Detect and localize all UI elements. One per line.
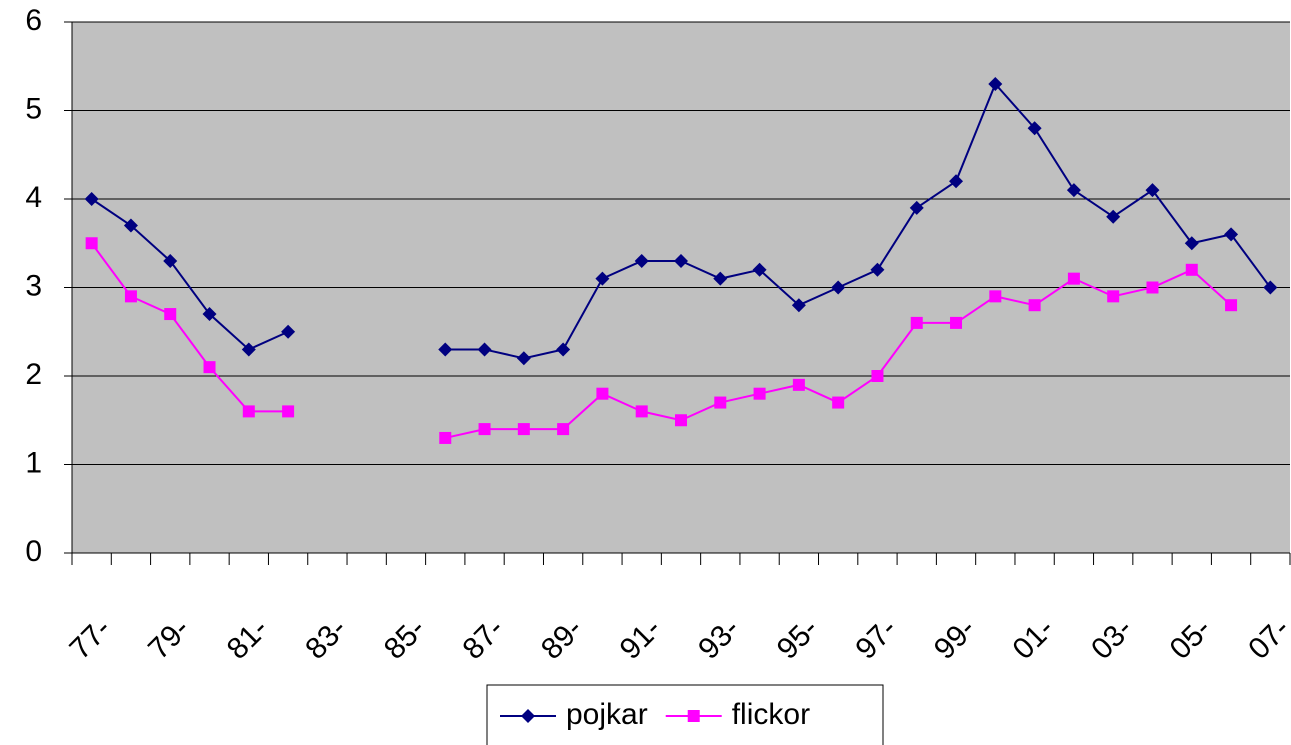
legend: pojkar flickor <box>486 684 884 745</box>
legend-label: flickor <box>732 698 810 731</box>
x-tick-label: 93- <box>692 612 746 666</box>
x-tick-label: 99- <box>928 612 982 666</box>
marker <box>596 387 609 400</box>
y-tick-label: 1 <box>25 446 42 479</box>
marker <box>989 290 1002 303</box>
marker <box>203 361 216 374</box>
marker <box>675 414 687 427</box>
x-tick-label: 79- <box>142 612 196 666</box>
marker <box>281 324 296 339</box>
marker <box>870 262 885 277</box>
marker <box>1185 263 1198 276</box>
marker <box>1027 121 1042 136</box>
marker <box>85 237 98 250</box>
x-tick-label: 01- <box>1006 612 1060 666</box>
x-tick-label: 07- <box>1242 612 1291 666</box>
x-tick-label: 89- <box>535 612 589 666</box>
marker <box>123 218 138 233</box>
x-tick-label: 83- <box>299 612 353 666</box>
x-tick-label: 87- <box>456 612 510 666</box>
marker <box>516 351 531 366</box>
y-tick-label: 5 <box>25 92 42 125</box>
marker <box>556 342 571 357</box>
marker <box>478 423 491 436</box>
marker <box>988 76 1003 91</box>
marker <box>674 253 688 268</box>
marker <box>910 316 923 329</box>
marker <box>687 710 700 722</box>
legend-label: pojkar <box>566 698 648 731</box>
x-tick-label: 81- <box>221 612 275 666</box>
marker <box>634 253 649 268</box>
marker <box>124 290 137 303</box>
marker <box>909 200 924 215</box>
marker <box>1263 280 1278 295</box>
marker <box>714 396 727 409</box>
y-tick-label: 2 <box>25 358 42 391</box>
x-tick-label: 03- <box>1085 612 1139 666</box>
x-tick-label: 85- <box>378 612 432 666</box>
marker <box>163 253 178 268</box>
x-tick-label: 97- <box>849 612 903 666</box>
marker <box>517 423 530 436</box>
marker <box>949 174 964 189</box>
marker <box>871 370 884 382</box>
marker <box>438 342 453 357</box>
marker <box>477 342 492 357</box>
marker <box>1225 299 1238 312</box>
marker <box>202 307 217 322</box>
marker <box>439 431 452 444</box>
marker <box>752 262 767 277</box>
marker <box>713 271 728 286</box>
marker <box>282 405 295 418</box>
marker <box>791 298 806 313</box>
x-tick-label: 91- <box>614 612 668 666</box>
marker <box>164 308 177 321</box>
marker <box>1224 227 1239 242</box>
marker <box>1107 290 1120 303</box>
marker <box>595 271 610 286</box>
marker <box>242 405 255 418</box>
marker <box>832 396 845 409</box>
marker <box>84 192 99 206</box>
marker <box>1145 183 1160 198</box>
marker <box>1028 299 1041 312</box>
y-tick-label: 3 <box>25 269 42 302</box>
y-tick-label: 0 <box>25 535 42 568</box>
marker <box>753 387 766 400</box>
marker <box>831 280 846 295</box>
marker <box>1067 272 1080 285</box>
series-line <box>91 82 1272 360</box>
marker <box>1106 209 1121 224</box>
marker <box>635 405 648 418</box>
marker <box>241 342 256 357</box>
marker <box>1066 183 1081 198</box>
y-tick-label: 4 <box>25 181 42 214</box>
marker <box>1146 281 1159 294</box>
marker <box>521 709 535 723</box>
marker <box>557 423 570 436</box>
y-tick-label: 6 <box>25 4 42 37</box>
x-tick-label: 77- <box>64 612 118 666</box>
marker <box>1184 236 1199 251</box>
marker <box>950 316 963 329</box>
marker <box>792 378 805 391</box>
x-tick-label: 95- <box>771 612 825 666</box>
x-tick-label: 05- <box>1164 612 1218 666</box>
